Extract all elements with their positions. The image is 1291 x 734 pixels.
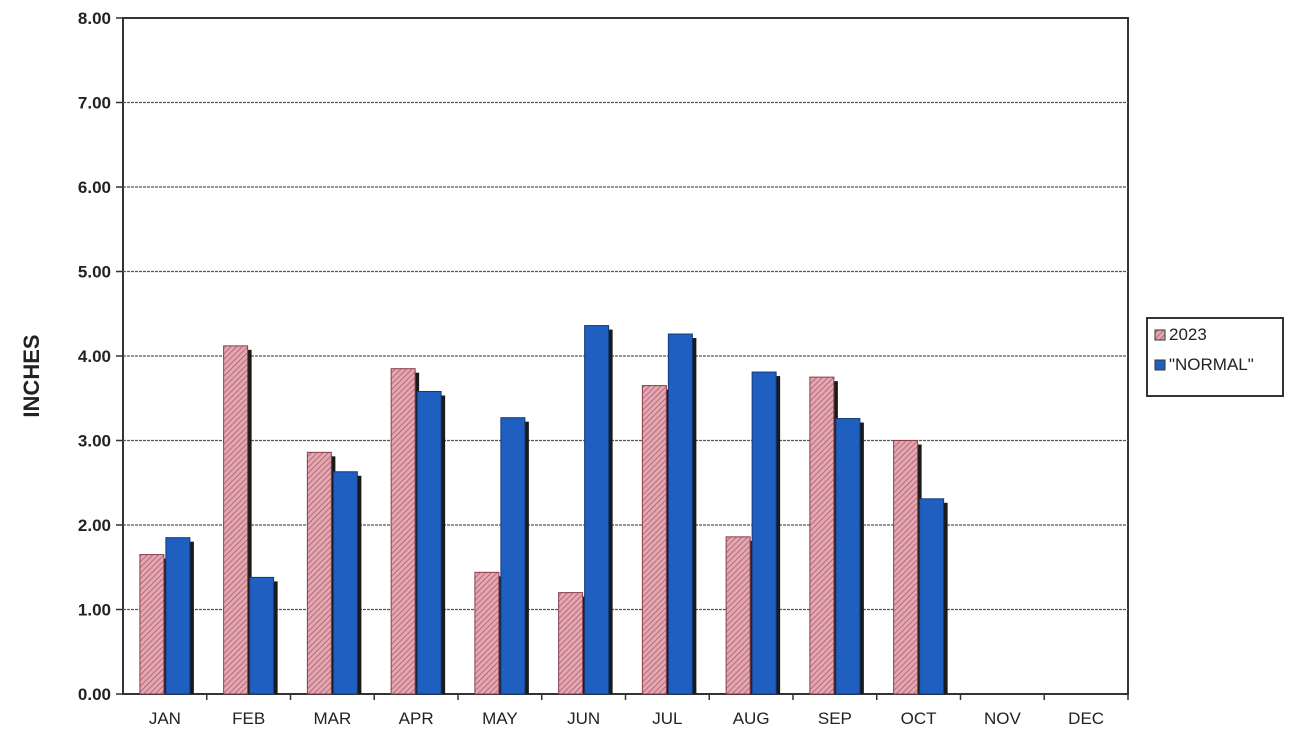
y-tick-label: 7.00 — [78, 94, 111, 113]
x-tick-label: SEP — [818, 709, 852, 728]
legend-label: "NORMAL" — [1169, 355, 1254, 374]
bar-series-1-aug — [725, 536, 751, 695]
bar-series-2-feb — [249, 576, 275, 695]
x-tick-label: JUL — [652, 709, 682, 728]
bar-series-2-sep — [835, 418, 861, 695]
y-tick-label: 5.00 — [78, 263, 111, 282]
x-tick-label: FEB — [232, 709, 265, 728]
bar-series-1-may — [474, 571, 500, 695]
y-axis-ticks: 0.00 1.00 2.00 3.00 4.00 5.00 6.00 7.00 8.00 — [78, 9, 123, 704]
bar-series-2-oct — [919, 498, 945, 695]
legend-swatch — [1154, 329, 1166, 341]
x-tick-label: JAN — [149, 709, 181, 728]
bar-series-2-apr — [416, 390, 442, 695]
bar-series-1-apr — [390, 368, 416, 695]
legend-swatch — [1154, 359, 1166, 371]
y-tick-label: 1.00 — [78, 601, 111, 620]
x-tick-label: MAY — [482, 709, 518, 728]
y-tick-label: 0.00 — [78, 685, 111, 704]
legend-box — [1146, 317, 1284, 397]
x-axis-categories: JAN FEB MAR APR MAY JUN JUL AUG SEP OCT NOV DEC — [149, 694, 1129, 728]
y-tick-label: 3.00 — [78, 432, 111, 451]
y-tick-label: 6.00 — [78, 178, 111, 197]
bar-series-1-jul — [641, 385, 667, 695]
bar-series-1-sep — [809, 376, 835, 695]
bars — [139, 325, 948, 695]
x-tick-label: AUG — [733, 709, 770, 728]
bar-series-2-mar — [332, 471, 358, 695]
y-tick-label: 4.00 — [78, 347, 111, 366]
x-tick-label: JUN — [567, 709, 600, 728]
bar-series-1-jan — [139, 554, 165, 695]
y-tick-label: 8.00 — [78, 9, 111, 28]
bar-series-2-jun — [584, 325, 610, 695]
gridlines — [123, 101, 1128, 611]
bar-series-1-mar — [306, 451, 332, 695]
x-tick-label: MAR — [313, 709, 351, 728]
x-tick-label: OCT — [901, 709, 937, 728]
y-axis-label: INCHES — [19, 334, 44, 417]
bar-series-1-jun — [558, 592, 584, 695]
bar-series-2-jan — [165, 537, 191, 695]
x-tick-label: NOV — [984, 709, 1022, 728]
x-tick-label: APR — [399, 709, 434, 728]
bar-series-2-jul — [667, 333, 693, 695]
bar-series-1-feb — [223, 345, 249, 695]
x-tick-label: DEC — [1068, 709, 1104, 728]
y-tick-label: 2.00 — [78, 516, 111, 535]
bar-series-2-may — [500, 417, 526, 695]
legend-label: 2023 — [1169, 325, 1207, 344]
legend: 2023 "NORMAL" — [1146, 317, 1284, 397]
bar-series-2-aug — [751, 371, 777, 695]
bar-series-1-oct — [893, 440, 919, 695]
